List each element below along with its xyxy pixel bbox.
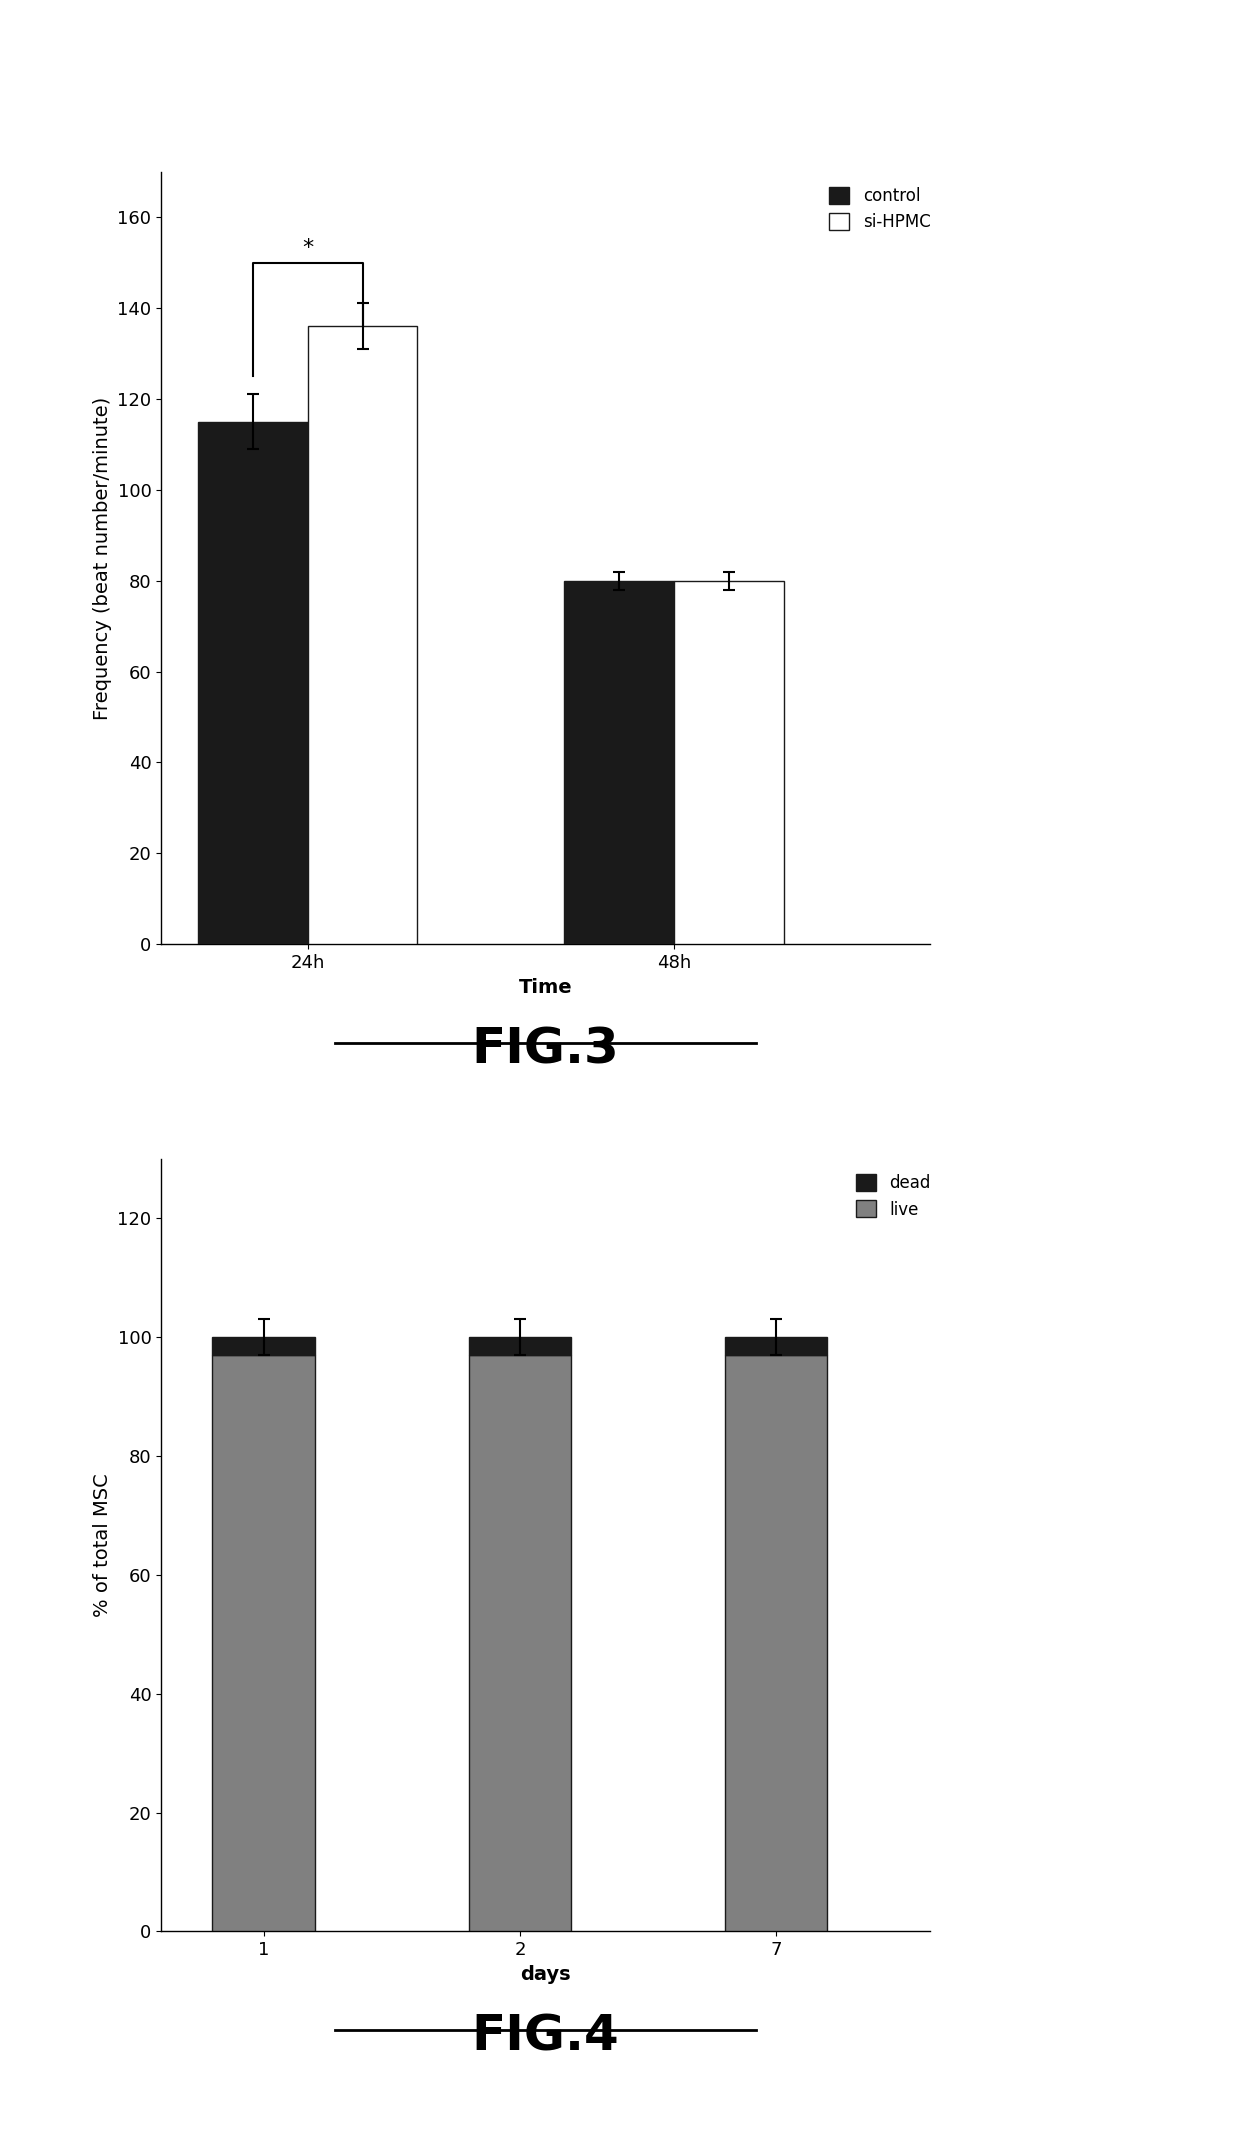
Legend: dead, live: dead, live — [849, 1167, 937, 1225]
Text: *: * — [303, 238, 314, 258]
Text: FIG.4: FIG.4 — [471, 2013, 620, 2060]
Bar — [212, 1337, 315, 1354]
Bar — [673, 582, 784, 944]
X-axis label: days: days — [521, 1966, 570, 1983]
Legend: control, si-HPMC: control, si-HPMC — [822, 180, 937, 238]
X-axis label: Time: Time — [518, 979, 573, 996]
Bar — [564, 582, 673, 944]
Bar — [469, 1354, 572, 1931]
Y-axis label: % of total MSC: % of total MSC — [93, 1474, 112, 1616]
Bar — [725, 1354, 827, 1931]
Y-axis label: Frequency (beat number/minute): Frequency (beat number/minute) — [93, 397, 112, 719]
Bar — [725, 1337, 827, 1354]
Bar — [308, 326, 418, 944]
Bar — [469, 1337, 572, 1354]
Text: FIG.3: FIG.3 — [471, 1026, 620, 1073]
Bar — [198, 421, 308, 944]
Bar — [212, 1354, 315, 1931]
